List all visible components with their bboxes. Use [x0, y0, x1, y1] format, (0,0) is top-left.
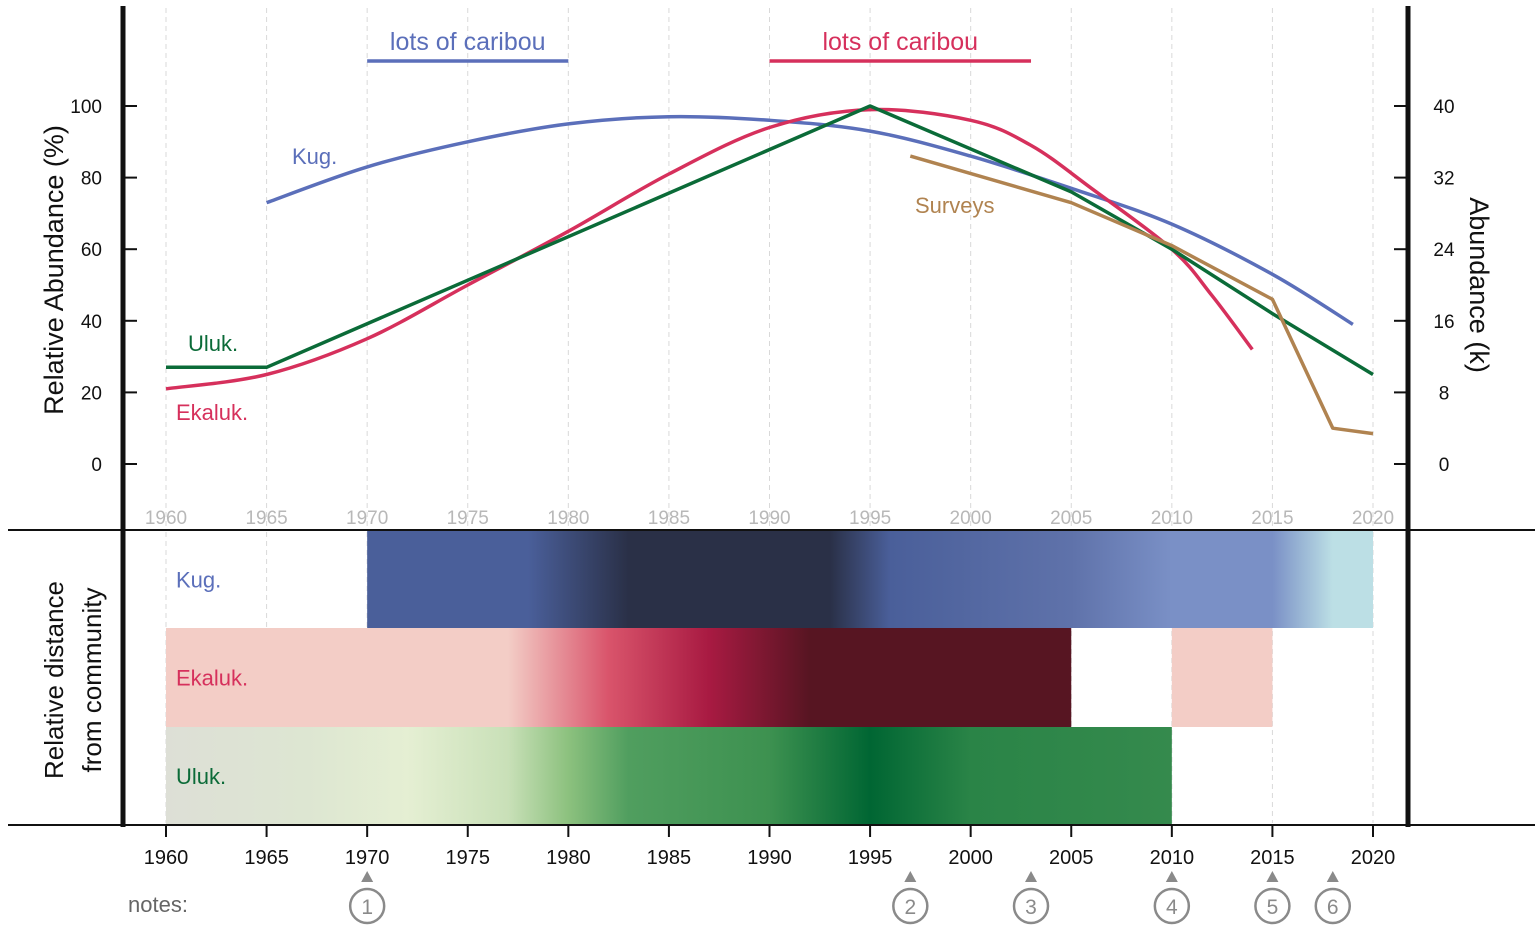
- x-tick-label-top: 1985: [648, 508, 690, 529]
- note-arrow-icon: [1025, 871, 1038, 882]
- note-arrow-icon: [904, 871, 917, 882]
- x-tick-label: 1975: [446, 847, 491, 869]
- y-right-tick-label: 24: [1433, 240, 1455, 261]
- series-label: Surveys: [915, 193, 994, 218]
- annotation-label: lots of caribou: [390, 28, 546, 56]
- x-tick-label-top: 1980: [547, 508, 589, 529]
- x-tick-label: 1980: [546, 847, 591, 869]
- series-line-uluk: [166, 104, 1374, 376]
- y-tick-label: 40: [81, 312, 102, 333]
- x-tick-label-top: 2020: [1352, 508, 1394, 529]
- x-axis-top-labels: 1960 1965 1970 1975 1980 1985 1990 1995 2000 2005…: [145, 508, 1394, 529]
- note-number: 4: [1166, 896, 1178, 919]
- x-tick-label-top: 1970: [346, 508, 388, 529]
- y-tick-label: 0: [91, 455, 102, 476]
- series-label: Uluk.: [188, 331, 238, 356]
- right-y-axis: 0 8 16 24 32 40: [1394, 97, 1455, 476]
- x-tick-label-top: 2005: [1050, 508, 1092, 529]
- x-tick-label-top: 1995: [849, 508, 891, 529]
- series-lines: [165, 104, 1374, 436]
- left-y-axis: 0 20 40 60 80 100: [70, 97, 137, 476]
- x-tick-label: 1970: [345, 847, 390, 869]
- notes-row: notes: 1 2 3 4 5 6: [128, 871, 1352, 925]
- heatmap-band-uluk: [166, 727, 1172, 825]
- heatmap-band-ekaluk: [166, 628, 1072, 727]
- row-label: Kug.: [176, 568, 221, 593]
- note-arrow-icon: [1326, 871, 1339, 882]
- x-tick-label-top: 1975: [447, 508, 489, 529]
- annotation-label: lots of caribou: [822, 28, 978, 56]
- x-tick-label: 1965: [244, 847, 289, 869]
- x-tick-label-top: 1965: [245, 508, 287, 529]
- heatmap-panel: Kug. Ekaluk. Uluk.: [166, 531, 1374, 825]
- note-number: 2: [904, 896, 916, 919]
- annotations: lots of caribou lots of caribou: [367, 28, 1032, 63]
- y-tick-label: 20: [81, 383, 102, 404]
- note-number: 5: [1267, 896, 1279, 919]
- x-axis-bottom: 1960 1965 1970 1975 1980 1985 1990 1995 2000 2005…: [144, 825, 1396, 869]
- x-tick-label: 1990: [747, 847, 792, 869]
- note-number: 1: [361, 896, 373, 919]
- x-tick-label: 2015: [1250, 847, 1295, 869]
- x-tick-label: 2000: [948, 847, 993, 869]
- x-tick-label: 2020: [1351, 847, 1396, 869]
- y-tick-label: 100: [70, 97, 102, 118]
- y-right-tick-label: 0: [1439, 455, 1450, 476]
- series-line-ekaluk: [165, 107, 1254, 391]
- y-right-tick-label: 40: [1433, 97, 1454, 118]
- note-circle-icon: [892, 887, 929, 925]
- heatmap-band-ekaluk: [1171, 628, 1273, 727]
- y-tick-label: 80: [81, 169, 102, 190]
- series-label: Ekaluk.: [176, 400, 248, 425]
- row-label: Uluk.: [176, 764, 226, 789]
- note-arrow-icon: [1266, 871, 1279, 882]
- note-number: 6: [1327, 896, 1339, 919]
- x-tick-label-top: 2000: [950, 508, 992, 529]
- x-tick-label-top: 2015: [1251, 508, 1293, 529]
- y-right-tick-label: 8: [1439, 383, 1450, 404]
- row-label: Ekaluk.: [176, 666, 248, 691]
- note-arrow-icon: [361, 871, 374, 882]
- note-circle-icon: [1153, 887, 1191, 925]
- y-axis-title-bottom-line2: from community: [77, 588, 107, 773]
- series-line-surveys: [909, 154, 1374, 436]
- series-label: Kug.: [292, 144, 337, 169]
- x-tick-label-top: 2010: [1151, 508, 1193, 529]
- y-right-tick-label: 16: [1433, 312, 1454, 333]
- note-circle-icon: [348, 887, 386, 925]
- heatmap-band-kug: [367, 531, 1374, 628]
- note-arrow-icon: [1165, 871, 1178, 882]
- note-number: 3: [1025, 896, 1037, 919]
- series-line-kug: [265, 114, 1354, 326]
- note-circle-icon: [1254, 887, 1291, 925]
- x-tick-label: 1985: [647, 847, 692, 869]
- y-axis-title-bottom-line1: Relative distance: [39, 581, 69, 779]
- y-right-tick-label: 32: [1433, 169, 1454, 190]
- x-tick-label-top: 1990: [748, 508, 790, 529]
- y-tick-label: 60: [81, 240, 102, 261]
- note-circle-icon: [1314, 887, 1352, 925]
- x-tick-label: 1995: [848, 847, 893, 869]
- x-tick-label: 2010: [1150, 847, 1195, 869]
- notes-label: notes:: [128, 892, 188, 917]
- x-tick-label: 2005: [1049, 847, 1094, 869]
- note-circle-icon: [1012, 887, 1050, 925]
- y-axis-title-right: Abundance (k): [1464, 197, 1494, 373]
- x-tick-label: 1960: [144, 847, 189, 869]
- y-axis-title-left: Relative Abundance (%): [39, 125, 69, 415]
- x-tick-label-top: 1960: [145, 508, 187, 529]
